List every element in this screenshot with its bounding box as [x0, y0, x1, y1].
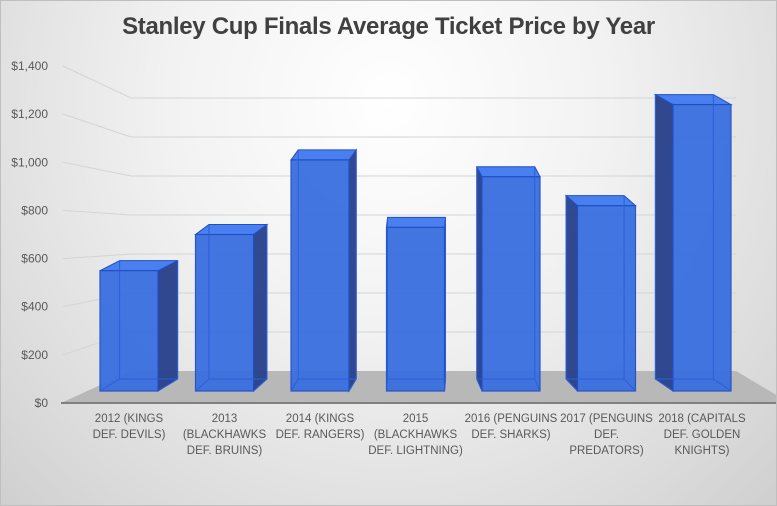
x-tick-label-line: 2014 (KINGS	[285, 413, 355, 425]
x-tick-label-line: (BLACKHAWKS	[182, 429, 267, 441]
x-tick-label-line: PREDATORS)	[569, 445, 644, 457]
bar-back-edge	[208, 224, 268, 380]
bar-back-edge	[119, 260, 179, 380]
bar-side-face	[654, 93, 674, 392]
bar-depth-edge	[534, 378, 541, 392]
bar-depth-edge	[655, 378, 674, 392]
bar-top-face	[385, 216, 447, 228]
x-tick-label: 2018 (CAPITALS DEF. GOLDEN KNIGHTS)	[654, 411, 750, 459]
x-tick-label-line: KNIGHTS)	[674, 445, 730, 457]
bar-depth-edge	[444, 378, 447, 392]
bar-top-face	[564, 195, 637, 207]
bar-back-edge	[387, 217, 447, 380]
bar-depth-edge	[565, 378, 578, 392]
x-tick-label: 2016 (PENGUINS DEF. SHARKS)	[463, 411, 559, 443]
x-tick-label-line: DEF. RANGERS)	[275, 429, 365, 441]
x-tick-label-line: 2018 (CAPITALS	[658, 413, 746, 425]
x-tick-label-line: DEF. DEVILS)	[92, 429, 166, 441]
bar-side-face	[348, 148, 357, 393]
x-tick-label: 2012 (KINGS DEF. DEVILS)	[81, 411, 177, 443]
bar-depth-edge	[348, 378, 357, 392]
y-tick-label: $1,400	[11, 59, 48, 73]
bar	[385, 226, 446, 392]
bar-back-edge	[654, 94, 714, 380]
bar-depth-edge	[157, 378, 178, 392]
bar	[672, 103, 732, 392]
bar-top-face	[290, 149, 358, 161]
x-tick-label-line: 2015	[402, 413, 429, 425]
x-tick-label-line: (BLACKHAWKS	[373, 429, 458, 441]
bar-back-edge	[476, 166, 536, 380]
bar	[481, 176, 541, 392]
y-tick-label: $0	[35, 396, 49, 410]
gridline	[62, 161, 736, 177]
bar-top-face	[475, 166, 541, 178]
x-tick-label-line: DEF.	[594, 429, 619, 441]
bar	[99, 270, 159, 392]
x-tick-label-line: 2013	[211, 413, 238, 425]
bar	[290, 159, 350, 392]
x-tick-label-line: DEF. BRUINS)	[186, 445, 263, 457]
bar-side-face	[157, 259, 179, 392]
x-tick-label: 2017 (PENGUINS DEF. PREDATORS)	[559, 411, 655, 459]
bar	[576, 205, 637, 392]
y-tick-label: $400	[21, 300, 48, 314]
x-tick-label-line: DEF. SHARKS)	[471, 429, 551, 441]
bar-back-edge	[565, 195, 625, 380]
bar-top-face	[193, 224, 269, 236]
gridline	[62, 65, 736, 99]
gridline	[62, 113, 736, 138]
bar-side-face	[253, 223, 268, 393]
x-tick-label: 2013 (BLACKHAWKS DEF. BRUINS)	[177, 411, 273, 459]
x-tick-label-line: DEF. GOLDEN	[663, 429, 741, 441]
y-tick-label: $1,200	[11, 107, 48, 121]
bar-depth-edge	[290, 378, 299, 392]
bar-back-edge	[297, 149, 357, 380]
x-tick-label: 2015 (BLACKHAWKS DEF. LIGHTNING)	[368, 411, 464, 459]
bar-side-face	[476, 166, 483, 392]
bar	[194, 233, 255, 392]
bar-side-face	[565, 194, 578, 393]
y-tick-label: $1,000	[11, 155, 48, 169]
bar-depth-edge	[476, 378, 483, 392]
chart-title: Stanley Cup Finals Average Ticket Price …	[122, 13, 655, 40]
bar-depth-edge	[253, 378, 268, 392]
y-tick-label: $200	[21, 348, 48, 362]
bar-depth-edge	[713, 378, 732, 392]
y-tick-label: $600	[21, 252, 48, 266]
x-tick-label-line: 2012 (KINGS	[94, 413, 164, 425]
x-tick-label-line: DEF. LIGHTNING)	[368, 445, 463, 457]
bar-depth-edge	[623, 378, 636, 392]
bar-depth-edge	[386, 378, 389, 392]
x-tick-label-line: 2017 (PENGUINS	[560, 413, 653, 425]
bar-depth-edge	[99, 378, 120, 392]
x-tick-label-line: 2016 (PENGUINS	[464, 413, 558, 425]
x-tick-label: 2014 (KINGS DEF. RANGERS)	[272, 411, 368, 443]
y-tick-label: $800	[21, 203, 48, 217]
bar-depth-edge	[195, 378, 210, 392]
